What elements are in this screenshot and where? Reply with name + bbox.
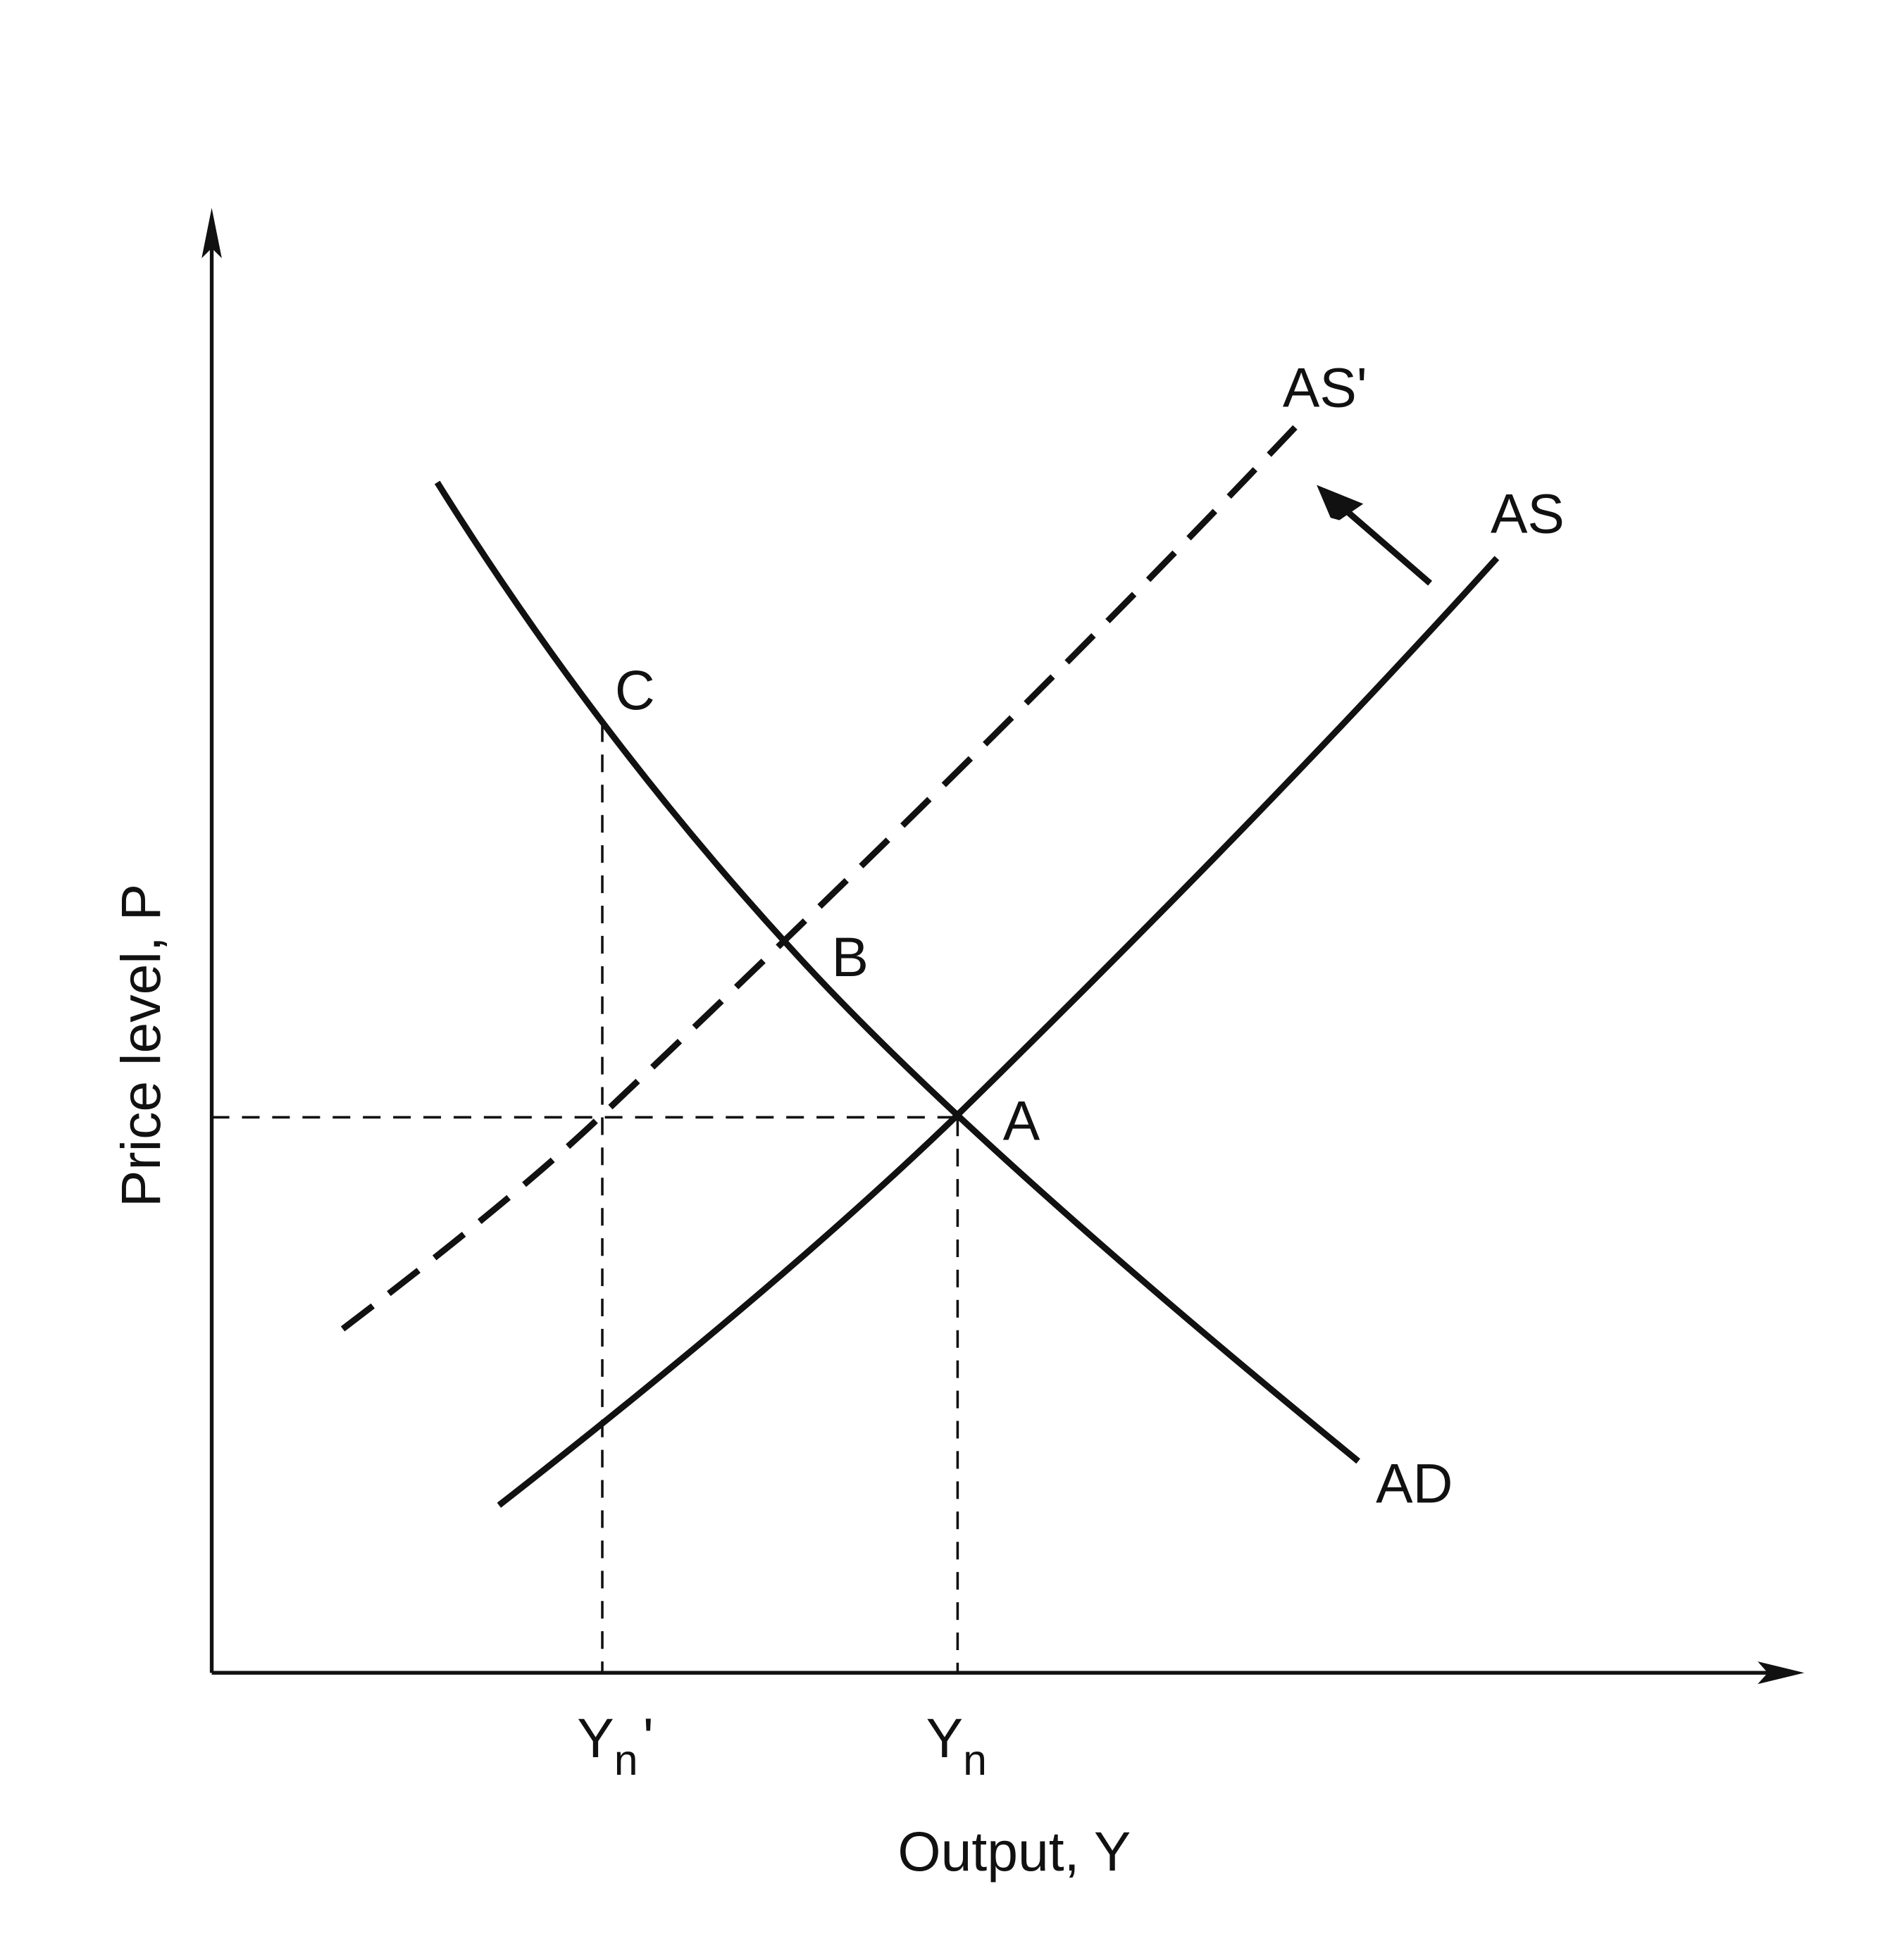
tick-main: Y xyxy=(577,1707,614,1769)
curve-label: AS' xyxy=(1283,357,1367,419)
point-label: B xyxy=(832,926,869,988)
x-tick-label: Yn xyxy=(926,1707,987,1784)
y-axis-label: Price level, P xyxy=(110,884,172,1207)
x-axis-arrow xyxy=(1758,1661,1805,1685)
y-axis-arrow xyxy=(201,208,222,258)
curve-label: AS xyxy=(1491,483,1565,545)
as-shifted-curve xyxy=(340,422,1300,1332)
point-label: A xyxy=(1003,1090,1040,1152)
x-axis-label: Output, Y xyxy=(897,1821,1131,1883)
as-curve xyxy=(497,556,1500,1508)
point-label: C xyxy=(615,659,655,721)
tick-sub: n xyxy=(614,1736,638,1784)
shift-arrow-head xyxy=(1317,485,1364,520)
ad-curve xyxy=(434,480,1360,1464)
tick-main: Y xyxy=(926,1707,963,1769)
curve-label: AD xyxy=(1376,1453,1453,1515)
tick-sub: n xyxy=(963,1736,987,1784)
shift-arrow xyxy=(1343,507,1433,586)
x-tick-label: Yn ' xyxy=(577,1707,653,1784)
tick-suffix: ' xyxy=(643,1707,654,1769)
